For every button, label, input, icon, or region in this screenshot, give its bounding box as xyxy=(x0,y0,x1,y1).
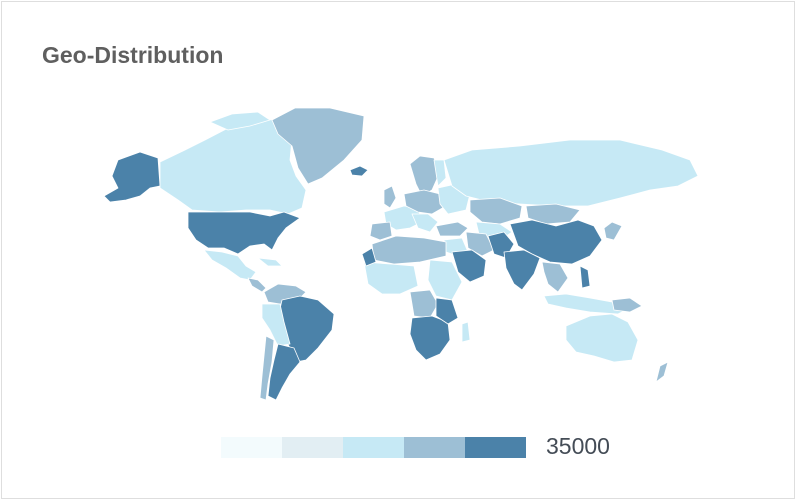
widget-title: Geo-Distribution xyxy=(42,42,224,68)
region-peru-bolivia[interactable] xyxy=(261,303,291,347)
region-central-africa[interactable] xyxy=(409,289,439,319)
legend-swatch-high xyxy=(404,437,465,458)
region-uk[interactable] xyxy=(383,185,397,209)
region-iberia[interactable] xyxy=(369,221,393,241)
region-philippines[interactable] xyxy=(579,265,591,289)
region-usa[interactable] xyxy=(187,211,301,255)
region-chile[interactable] xyxy=(259,335,275,401)
region-central-europe[interactable] xyxy=(403,189,447,215)
region-alaska[interactable] xyxy=(103,151,161,203)
region-korea-japan[interactable] xyxy=(603,221,623,241)
region-southern-africa[interactable] xyxy=(409,315,451,361)
region-mexico[interactable] xyxy=(203,249,257,281)
region-morocco[interactable] xyxy=(361,247,377,267)
region-north-africa[interactable] xyxy=(371,235,447,265)
region-central-america[interactable] xyxy=(247,277,267,293)
legend-swatch-highest xyxy=(465,437,526,458)
legend-swatch-lowest xyxy=(221,437,282,458)
region-iran[interactable] xyxy=(465,231,495,257)
region-greenland[interactable] xyxy=(271,107,365,185)
region-balkans-italy[interactable] xyxy=(411,213,439,233)
region-india[interactable] xyxy=(503,249,541,291)
region-madagascar[interactable] xyxy=(461,321,471,343)
region-finland[interactable] xyxy=(433,159,447,187)
region-saudi-arabia[interactable] xyxy=(451,249,487,283)
region-russia[interactable] xyxy=(443,139,699,207)
region-mozambique-zambia[interactable] xyxy=(435,297,459,325)
region-iceland[interactable] xyxy=(349,165,369,177)
region-argentina[interactable] xyxy=(267,343,301,401)
region-west-africa[interactable] xyxy=(363,261,419,295)
region-australia[interactable] xyxy=(565,313,639,363)
region-caribbean[interactable] xyxy=(257,257,283,267)
region-southeast-asia[interactable] xyxy=(541,261,569,293)
region-papua[interactable] xyxy=(611,297,643,313)
region-kazakhstan[interactable] xyxy=(469,197,523,225)
legend-swatch-mid xyxy=(343,437,404,458)
region-canada-islands[interactable] xyxy=(209,111,271,131)
legend-max-label: 35000 xyxy=(546,433,610,459)
region-scandinavia[interactable] xyxy=(409,155,441,197)
region-new-zealand[interactable] xyxy=(655,361,669,383)
region-turkey[interactable] xyxy=(435,221,469,237)
map-legend xyxy=(221,437,526,458)
legend-swatch-low xyxy=(282,437,343,458)
